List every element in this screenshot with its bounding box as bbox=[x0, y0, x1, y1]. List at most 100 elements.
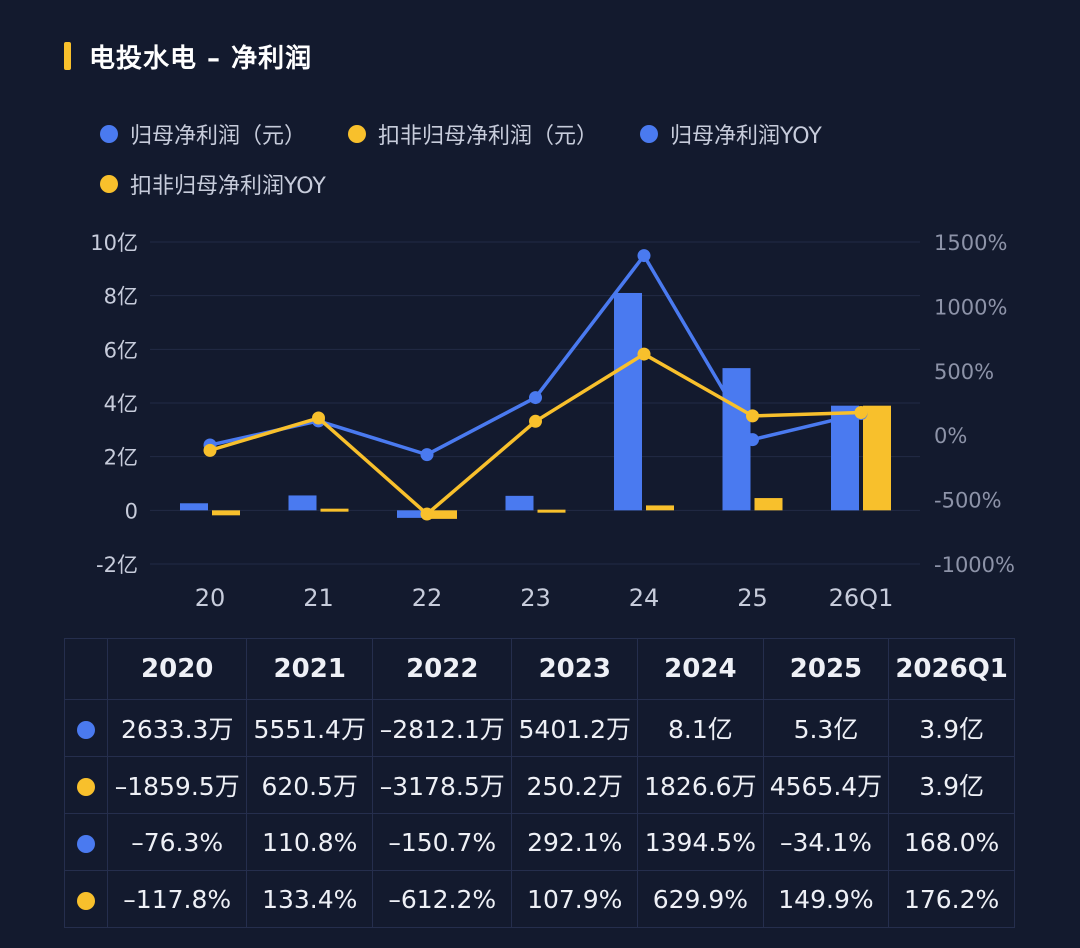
table-cell: 8.1亿 bbox=[637, 699, 764, 757]
table-cell: 3.9亿 bbox=[888, 756, 1015, 814]
row-dot-cell bbox=[64, 756, 108, 814]
table-cell: –117.8% bbox=[106, 870, 248, 928]
row-dot-yellow bbox=[77, 777, 95, 796]
row-dot-yellow bbox=[77, 891, 95, 910]
table-corner-cell bbox=[64, 638, 108, 700]
x-axis-tick-label: 23 bbox=[520, 584, 551, 612]
table-cell: 629.9% bbox=[637, 870, 764, 928]
point-deducted-net-profit-yoy bbox=[420, 507, 434, 521]
x-axis-tick-label: 26Q1 bbox=[829, 584, 894, 612]
left-axis-tick-label: 6亿 bbox=[104, 338, 138, 362]
table-cell: 1826.6万 bbox=[637, 756, 764, 814]
right-axis-tick-label: -1000% bbox=[934, 553, 1015, 577]
table-header-cell: 2026Q1 bbox=[888, 638, 1015, 700]
point-deducted-net-profit-yoy bbox=[637, 347, 651, 361]
table-cell: 133.4% bbox=[246, 870, 374, 928]
left-axis-tick-label: 0 bbox=[125, 499, 138, 523]
title-bar: 电投水电 – 净利润 bbox=[64, 42, 312, 74]
page-title: 电投水电 – 净利润 bbox=[89, 43, 313, 74]
table-cell: 4565.4万 bbox=[762, 756, 890, 814]
table-cell: 292.1% bbox=[511, 813, 639, 871]
row-dot-blue bbox=[77, 834, 95, 853]
legend-item-net-profit-yoy[interactable]: 归母净利润YOY bbox=[640, 118, 822, 150]
legend-label: 归母净利润（元） bbox=[130, 124, 307, 149]
table-cell: 3.9亿 bbox=[888, 699, 1015, 757]
point-deducted-net-profit-yoy bbox=[203, 443, 217, 457]
table-header-cell: 2025 bbox=[762, 638, 890, 700]
table-cell: 1394.5% bbox=[637, 813, 764, 871]
bar-net-profit bbox=[614, 292, 642, 511]
table-cell: 250.2万 bbox=[511, 756, 639, 814]
x-axis-tick-label: 21 bbox=[303, 584, 334, 612]
row-dot-cell bbox=[64, 699, 108, 757]
table-cell: –612.2% bbox=[372, 870, 513, 928]
bar-deducted-net-profit bbox=[537, 509, 566, 513]
legend-label: 扣非归母净利润（元） bbox=[378, 124, 599, 149]
table-cell: 176.2% bbox=[888, 870, 1015, 928]
bar-net-profit bbox=[180, 503, 208, 511]
point-net-profit-yoy bbox=[529, 391, 542, 405]
table-cell: 110.8% bbox=[246, 813, 374, 871]
table-cell: –3178.5万 bbox=[372, 756, 513, 814]
table-header-cell: 2020 bbox=[106, 638, 248, 700]
row-dot-cell bbox=[64, 870, 108, 928]
bar-net-profit bbox=[288, 495, 317, 511]
table-header-cell: 2023 bbox=[511, 638, 639, 700]
point-net-profit-yoy bbox=[637, 249, 651, 263]
table-row-net-profit-yoy: –76.3% 110.8% –150.7% 292.1% 1394.5% –34… bbox=[64, 813, 1015, 871]
x-axis-tick-label: 22 bbox=[412, 584, 443, 612]
table-cell: –76.3% bbox=[106, 813, 248, 871]
table-cell: 5401.2万 bbox=[511, 699, 639, 757]
title-accent-bar bbox=[64, 42, 71, 70]
bar-net-profit bbox=[505, 495, 534, 511]
table-header-row: 2020 2021 2022 2023 2024 2025 2026Q1 bbox=[64, 638, 1015, 700]
right-axis-tick-label: -500% bbox=[934, 489, 1002, 513]
point-net-profit-yoy bbox=[420, 448, 434, 462]
legend-row-2: 扣非归母净利润YOY bbox=[100, 166, 1000, 202]
point-deducted-net-profit-yoy bbox=[529, 414, 542, 428]
point-deducted-net-profit-yoy bbox=[854, 406, 868, 420]
line-deducted-net-profit-yoy bbox=[209, 352, 862, 516]
legend-row-1: 归母净利润（元） 扣非归母净利润（元） 归母净利润YOY bbox=[100, 116, 1000, 152]
table-cell: –150.7% bbox=[372, 813, 513, 871]
table-header-cell: 2021 bbox=[246, 638, 374, 700]
bar-deducted-net-profit bbox=[212, 510, 240, 516]
legend-item-net-profit[interactable]: 归母净利润（元） bbox=[100, 118, 306, 150]
left-axis-tick-label: 10亿 bbox=[90, 231, 138, 255]
chart-legend: 归母净利润（元） 扣非归母净利润（元） 归母净利润YOY 扣非归母净利润YOY bbox=[100, 116, 1000, 216]
x-axis-tick-label: 20 bbox=[195, 584, 226, 612]
table-cell: 5.3亿 bbox=[762, 699, 890, 757]
left-axis-tick-label: 8亿 bbox=[104, 285, 138, 309]
left-axis-tick-label: 4亿 bbox=[104, 392, 138, 416]
table-header-cell: 2024 bbox=[637, 638, 764, 700]
bar-deducted-net-profit bbox=[320, 508, 349, 512]
point-deducted-net-profit-yoy bbox=[746, 409, 759, 423]
legend-item-deducted-net-profit[interactable]: 扣非归母净利润（元） bbox=[348, 118, 598, 150]
legend-dot-yellow bbox=[100, 175, 118, 193]
bar-net-profit bbox=[831, 405, 859, 511]
legend-item-deducted-net-profit-yoy[interactable]: 扣非归母净利润YOY bbox=[100, 168, 326, 200]
legend-label: 扣非归母净利润YOY bbox=[130, 174, 326, 199]
left-axis-tick-label: 2亿 bbox=[104, 446, 138, 470]
legend-dot-blue bbox=[100, 125, 118, 143]
right-axis-tick-label: 1000% bbox=[934, 295, 1007, 319]
table-header-cell: 2022 bbox=[372, 638, 513, 700]
table-cell: 5551.4万 bbox=[246, 699, 374, 757]
right-axis-tick-label: 0% bbox=[934, 424, 967, 448]
table-cell: 168.0% bbox=[888, 813, 1015, 871]
data-table: 2020 2021 2022 2023 2024 2025 2026Q1 263… bbox=[64, 638, 1015, 928]
legend-dot-blue bbox=[640, 125, 659, 143]
table-cell: –1859.5万 bbox=[106, 756, 248, 814]
profit-chart: 10亿 8亿 6亿 4亿 2亿 0 -2亿 1500% 1000% 500% 0% -500% -100… bbox=[90, 231, 1015, 612]
bar-net-profit bbox=[397, 510, 425, 518]
table-row-deducted-net-profit-yoy: –117.8% 133.4% –612.2% 107.9% 629.9% 149… bbox=[64, 870, 1015, 928]
bar-deducted-net-profit bbox=[646, 505, 674, 511]
right-axis-tick-label: 1500% bbox=[934, 231, 1007, 255]
bar-net-profit bbox=[722, 368, 751, 511]
bar-deducted-net-profit bbox=[863, 405, 891, 511]
table-cell: 107.9% bbox=[511, 870, 639, 928]
bar-deducted-net-profit bbox=[754, 498, 783, 511]
table-cell: 2633.3万 bbox=[106, 699, 248, 757]
legend-dot-yellow bbox=[348, 125, 367, 143]
table-cell: 149.9% bbox=[762, 870, 890, 928]
